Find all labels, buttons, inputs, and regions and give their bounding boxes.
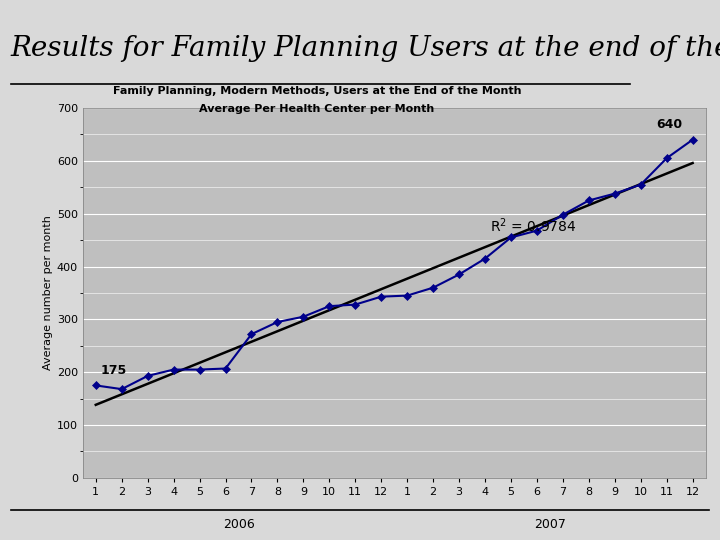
Text: Family Planning, Modern Methods, Users at the End of the Month: Family Planning, Modern Methods, Users a… [112,86,521,97]
Text: R$^2$ = 0.9784: R$^2$ = 0.9784 [490,217,577,235]
Text: 175: 175 [101,364,127,377]
Y-axis label: Average number per month: Average number per month [42,215,53,370]
Text: 640: 640 [657,118,683,131]
Text: Average Per Health Center per Month: Average Per Health Center per Month [199,104,434,114]
Text: Results for Family Planning Users at the end of the Month: Results for Family Planning Users at the… [11,35,720,62]
Text: 2007: 2007 [534,517,566,530]
Text: 2006: 2006 [222,517,254,530]
